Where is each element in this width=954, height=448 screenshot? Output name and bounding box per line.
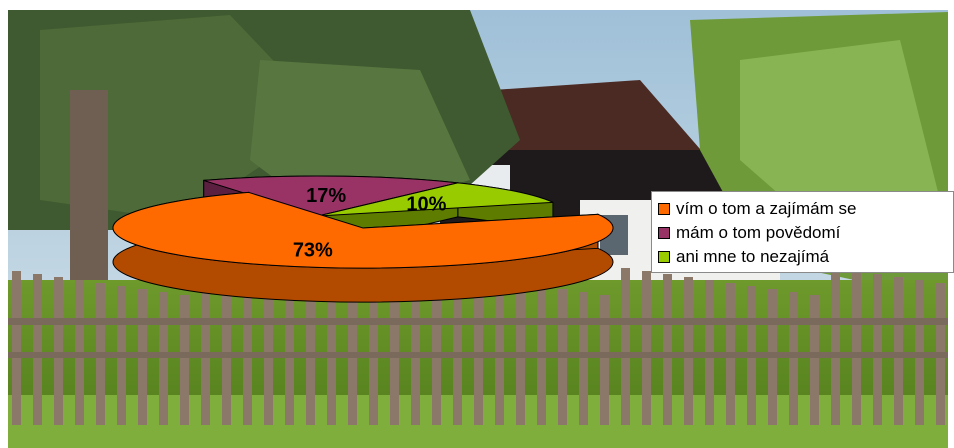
fence-picket [852, 271, 861, 425]
fence-picket [831, 268, 840, 425]
legend-label-1: vím o tom a zajímám se [676, 199, 857, 218]
fence-picket [810, 295, 819, 425]
legend-swatch-3 [658, 251, 670, 263]
fence-picket [432, 271, 441, 425]
fence-picket [243, 274, 252, 425]
fence-picket [894, 277, 903, 425]
fence-picket [684, 277, 693, 425]
data-label-3: 10% [406, 193, 446, 215]
fence-picket [621, 268, 630, 425]
fence-picket [453, 274, 462, 425]
fence-picket [222, 271, 231, 425]
data-label-1: 73% [293, 239, 333, 261]
legend-item-2: mám o tom povědomí [658, 223, 840, 243]
legend-label-3: ani mne to nezajímá [676, 247, 830, 266]
fence-picket [201, 268, 210, 425]
fence-picket [12, 271, 21, 425]
fence-picket [264, 277, 273, 425]
legend-swatch-2 [658, 227, 670, 239]
fence-picket [411, 268, 420, 425]
fence-picket [390, 295, 399, 425]
legend-item-3: ani mne to nezajímá [658, 247, 829, 267]
legend-swatch-1 [658, 203, 670, 215]
fence-picket [579, 292, 588, 425]
fence-picket [789, 292, 798, 425]
fence-picket [600, 295, 609, 425]
fence-picket [873, 274, 882, 425]
pie-slice-3 [317, 182, 554, 217]
fence-picket [642, 271, 651, 425]
fence-picket [663, 274, 672, 425]
chart-legend: vím o tom a zajímám se mám o tom povědom… [651, 191, 954, 273]
pie-slice-2 [203, 175, 458, 217]
legend-item-1: vím o tom a zajímám se [658, 199, 856, 219]
data-label-2: 17% [306, 185, 346, 207]
fence-picket [54, 277, 63, 425]
fence-picket [474, 277, 483, 425]
fence-picket [180, 295, 189, 425]
legend-label-2: mám o tom povědomí [676, 223, 841, 242]
fence-picket [159, 292, 168, 425]
fence-picket [369, 292, 378, 425]
fence-picket [33, 274, 42, 425]
pie-slice-1 [112, 191, 614, 269]
